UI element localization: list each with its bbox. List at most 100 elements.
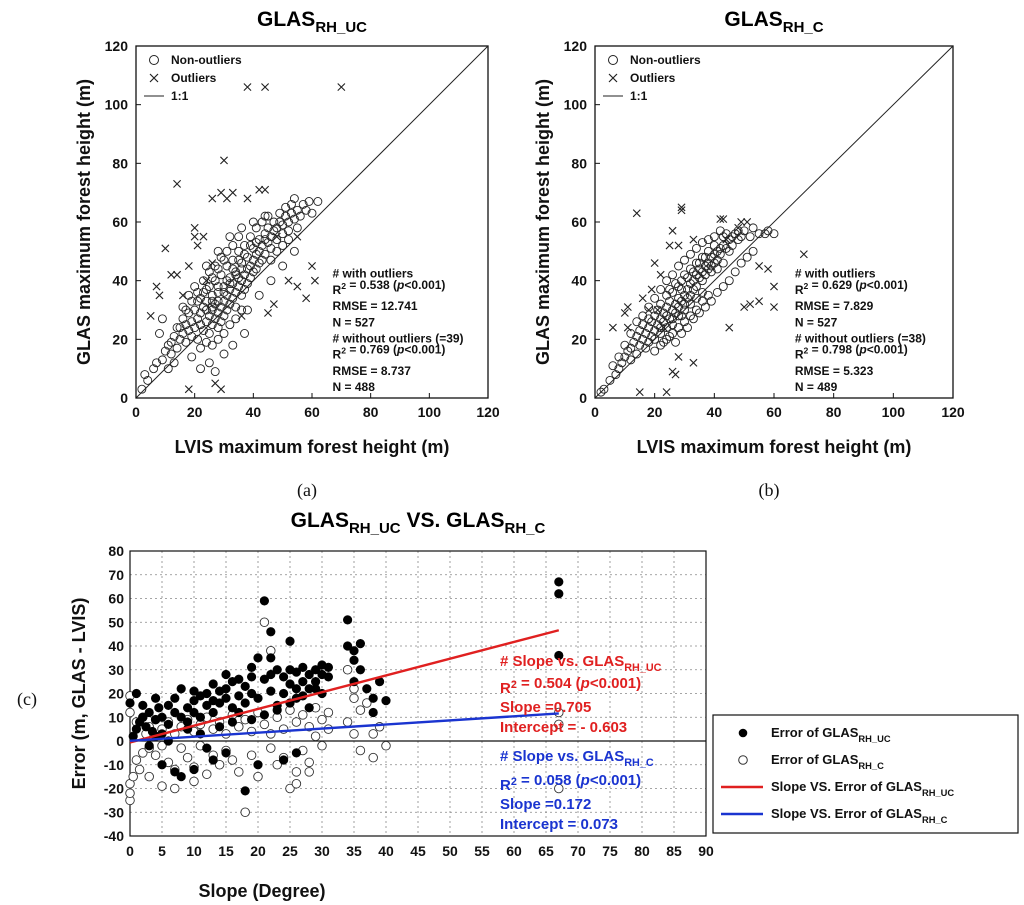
non-outlier-point — [683, 273, 692, 283]
non-outlier-point — [769, 229, 779, 239]
non-outlier-point — [599, 384, 609, 394]
error-rh-uc-point — [368, 693, 378, 703]
non-outlier-point — [210, 314, 220, 324]
error-rh-c-point — [176, 743, 186, 753]
x-tick-label: 60 — [304, 404, 320, 420]
non-outlier-point — [668, 305, 678, 315]
non-outlier-point — [292, 223, 302, 233]
blue-annotation-line: Intercept = 0.073 — [500, 816, 618, 833]
non-outlier-point — [668, 287, 678, 297]
x-tick-label: 60 — [766, 404, 782, 420]
non-outlier-point — [193, 296, 203, 306]
error-rh-uc-point — [285, 679, 295, 689]
non-outlier-point — [196, 343, 205, 353]
error-rh-c-point — [266, 743, 276, 753]
error-rh-c-point — [259, 617, 270, 628]
non-outlier-point — [623, 346, 633, 356]
outlier-point — [152, 282, 161, 291]
blue-annotation-line: Slope =0.172 — [500, 796, 591, 813]
non-outlier-point — [278, 261, 288, 271]
outlier-point — [243, 194, 252, 203]
non-outlier-point — [617, 358, 627, 368]
stats-annotation-line: RMSE = 5.323 — [795, 364, 874, 378]
error-rh-c-point — [310, 731, 321, 742]
error-rh-uc-point — [266, 627, 276, 637]
text-span: RH_C — [783, 19, 824, 36]
outlier-point — [293, 282, 302, 291]
non-outlier-point — [596, 387, 606, 397]
error-rh-uc-point — [125, 698, 135, 708]
non-outlier-point — [219, 282, 229, 291]
non-outlier-point — [254, 258, 264, 268]
non-outlier-point — [243, 264, 252, 274]
legend-item-label: Slope VS. Error of GLASRH_UC — [771, 779, 954, 798]
non-outlier-point — [201, 337, 211, 347]
y-axis-label: GLAS maximum forest height (m) — [74, 79, 94, 365]
x-tick-label: 65 — [538, 843, 554, 859]
non-outlier-point — [689, 314, 698, 324]
non-outlier-point — [225, 320, 235, 330]
text-span: Error of GLAS — [771, 752, 859, 767]
non-outlier-point — [204, 267, 214, 277]
text-span: <0.001) — [590, 772, 641, 789]
non-outlier-point — [248, 217, 258, 227]
error-rh-c-point — [381, 741, 391, 751]
non-outlier-point — [697, 267, 707, 277]
non-outlier-point — [251, 249, 261, 259]
non-outlier-point — [697, 287, 707, 297]
error-rh-uc-point — [355, 665, 366, 675]
chart-title: GLASRH_UC — [257, 8, 367, 36]
y-tick-label: 40 — [108, 638, 124, 654]
non-outlier-point — [760, 229, 770, 239]
non-outlier-point — [260, 249, 270, 259]
red-annotation-line: Intercept = - 0.603 — [500, 719, 627, 736]
error-rh-uc-point — [285, 665, 295, 675]
non-outlier-point — [680, 299, 689, 309]
error-rh-c-point — [272, 760, 282, 770]
non-outlier-point — [184, 290, 194, 300]
non-outlier-point — [149, 364, 159, 374]
error-rh-uc-point — [554, 577, 564, 587]
chart-title: GLASRH_UC VS. GLASRH_C — [291, 509, 546, 537]
non-outlier-point — [213, 282, 223, 291]
non-outlier-point — [638, 334, 648, 344]
non-outlier-point — [724, 235, 734, 245]
error-rh-uc-point — [323, 662, 334, 672]
non-outlier-point — [674, 302, 683, 312]
error-rh-c-point — [368, 752, 378, 763]
error-rh-uc-point — [291, 684, 302, 694]
non-outlier-point — [614, 364, 624, 374]
outlier-point — [199, 232, 208, 241]
error-rh-uc-point — [221, 684, 231, 694]
error-rh-c-point — [285, 783, 295, 794]
non-outlier-point — [683, 293, 692, 303]
text-span: R — [500, 680, 511, 697]
legend-non-outlier-symbol — [608, 55, 618, 65]
error-rh-uc-point — [208, 679, 218, 689]
outlier-point — [662, 388, 671, 397]
text-span: Slope VS. Error of GLAS — [771, 806, 922, 821]
x-tick-label: 20 — [250, 843, 266, 859]
y-tick-label: 60 — [112, 214, 128, 230]
non-outlier-point — [703, 258, 713, 268]
non-outlier-point — [199, 326, 208, 335]
non-outlier-point — [143, 375, 153, 385]
text-span: R — [333, 348, 342, 362]
error-rh-c-point — [234, 722, 244, 732]
non-outlier-point — [231, 267, 241, 277]
non-outlier-point — [207, 340, 217, 350]
non-outlier-point — [216, 270, 226, 280]
non-outlier-point — [266, 243, 276, 253]
outlier-point — [308, 262, 316, 270]
non-outlier-point — [193, 287, 203, 297]
text-span: p — [858, 343, 866, 357]
error-rh-c-point — [317, 714, 327, 725]
panel-c: GLASRH_UC VS. GLASRH_C0 5 10 15 20 25 30 35 40 45… — [17, 509, 1019, 901]
legend-item-label: Error of GLASRH_C — [771, 752, 884, 771]
non-outlier-point — [680, 270, 689, 280]
non-outlier-point — [718, 282, 728, 291]
non-outlier-point — [697, 252, 707, 262]
non-outlier-point — [626, 355, 636, 365]
error-rh-uc-point — [247, 662, 257, 672]
non-outlier-point — [638, 320, 648, 330]
